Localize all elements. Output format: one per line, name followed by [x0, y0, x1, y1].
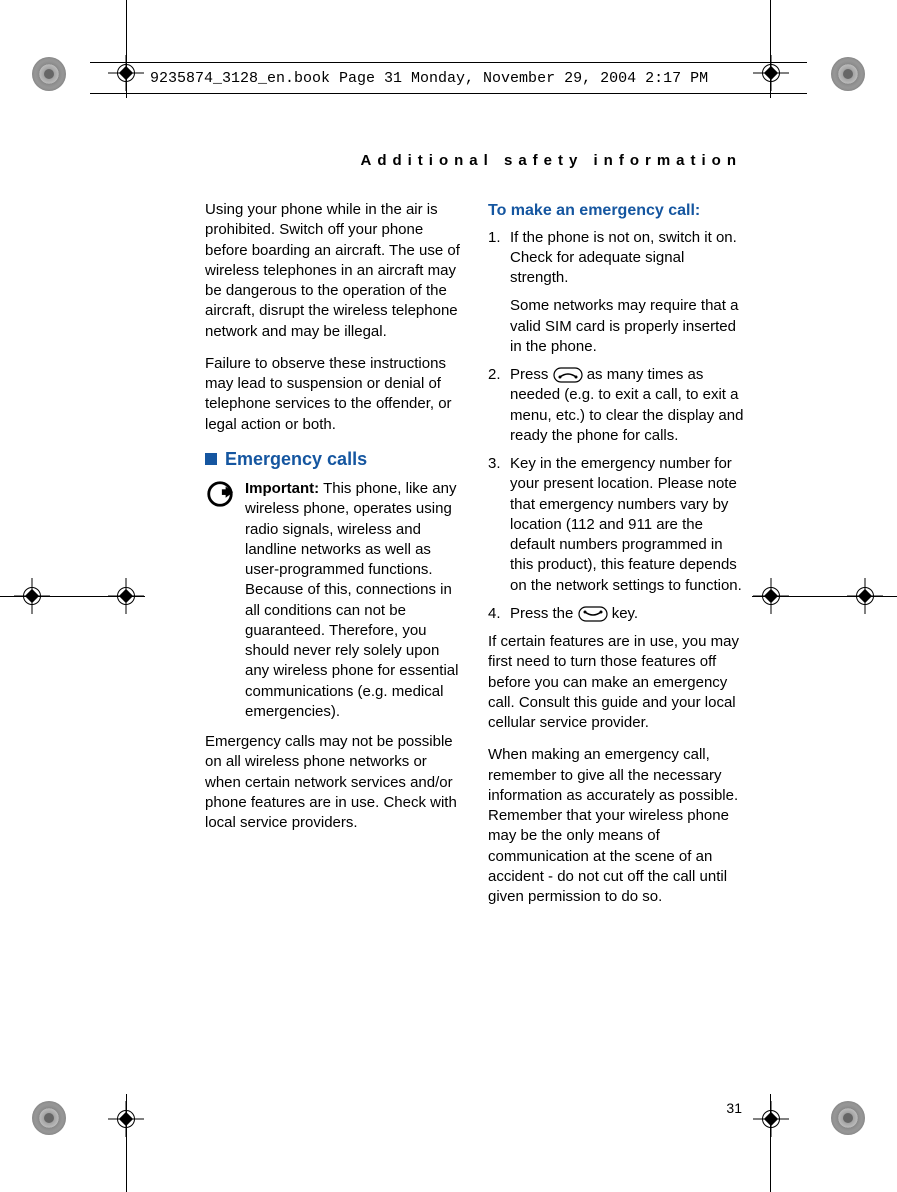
reg-mark-top-right — [831, 57, 865, 91]
print-header-text: 9235874_3128_en.book Page 31 Monday, Nov… — [150, 70, 708, 87]
call-key-icon — [578, 606, 608, 622]
arrow-circle-icon — [205, 479, 235, 509]
list-number: 3. — [488, 454, 510, 596]
left-column: Using your phone while in the air is pro… — [205, 200, 462, 919]
section-title: Emergency calls — [205, 447, 462, 471]
list-number: 1. — [488, 228, 510, 358]
crop-line — [126, 1094, 127, 1192]
page-number: 31 — [726, 1100, 742, 1116]
subheading: To make an emergency call: — [488, 200, 745, 222]
paragraph: Failure to observe these instructions ma… — [205, 354, 462, 435]
list-text: If the phone is not on, switch it on. Ch… — [510, 228, 745, 358]
numbered-list: 1. If the phone is not on, switch it on.… — [488, 228, 745, 625]
important-note: Important: This phone, like any wireless… — [205, 479, 462, 722]
section-title-text: Emergency calls — [225, 449, 367, 469]
reg-mark-bottom-right — [831, 1101, 865, 1135]
crop-line — [752, 596, 897, 597]
list-subparagraph: Some networks may require that a valid S… — [510, 296, 745, 357]
page-content: Using your phone while in the air is pro… — [205, 200, 745, 919]
crop-line — [0, 596, 145, 597]
crosshair-bottom-right — [753, 1101, 789, 1137]
reg-mark-top-left — [32, 57, 66, 91]
crop-line — [126, 0, 127, 98]
running-head: Additional safety information — [360, 152, 742, 169]
crop-line — [770, 0, 771, 98]
paragraph: When making an emergency call, remember … — [488, 745, 745, 907]
list-text: Press as many times as needed (e.g. to e… — [510, 365, 745, 446]
list-item: 1. If the phone is not on, switch it on.… — [488, 228, 745, 358]
list-item: 2. Press as many times as needed (e.g. t… — [488, 365, 745, 446]
right-column: To make an emergency call: 1. If the pho… — [488, 200, 745, 919]
paragraph: Emergency calls may not be possible on a… — [205, 732, 462, 833]
note-text: Important: This phone, like any wireless… — [245, 479, 462, 722]
square-bullet-icon — [205, 453, 217, 465]
list-number: 4. — [488, 604, 510, 624]
list-item: 3. Key in the emergency number for your … — [488, 454, 745, 596]
note-label: Important: — [245, 480, 319, 497]
crop-line — [770, 1094, 771, 1192]
paragraph: Using your phone while in the air is pro… — [205, 200, 462, 342]
crosshair-top-right — [753, 55, 789, 91]
reg-mark-bottom-left — [32, 1101, 66, 1135]
note-body: This phone, like any wireless phone, ope… — [245, 480, 458, 720]
print-header-bar: 9235874_3128_en.book Page 31 Monday, Nov… — [150, 62, 747, 94]
list-item: 4. Press the key. — [488, 604, 745, 624]
end-key-icon — [553, 367, 583, 383]
paragraph: If certain features are in use, you may … — [488, 632, 745, 733]
list-number: 2. — [488, 365, 510, 446]
list-text: Press the key. — [510, 604, 745, 624]
list-text: Key in the emergency number for your pre… — [510, 454, 745, 596]
